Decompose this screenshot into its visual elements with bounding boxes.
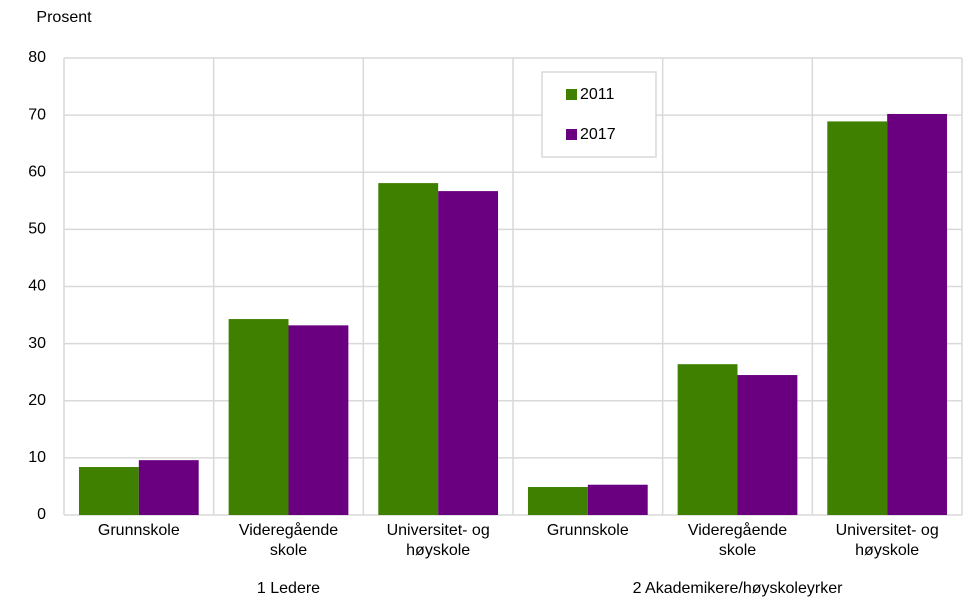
bar [827,121,888,515]
x-tick-label: Universitet- og [387,522,490,539]
y-tick-label: 10 [28,449,46,466]
x-tick-label: høyskole [855,542,919,559]
group-label: 1 Ledere [257,580,320,597]
bar [138,460,199,515]
x-tick-label: Videregående [688,521,787,539]
y-tick-label: 80 [28,49,46,66]
y-tick-label: 40 [28,278,46,295]
bar [438,191,499,515]
bar [887,113,948,516]
y-tick-label: 50 [28,221,46,238]
y-tick-label: 20 [28,392,46,409]
legend-swatch [566,129,577,140]
y-tick-label: 30 [28,335,46,352]
y-tick-label: 70 [28,106,46,123]
bar [737,375,798,515]
bar [78,467,139,515]
bar [378,183,439,515]
y-tick-label: 0 [37,506,46,523]
x-tick-label: skole [719,542,756,559]
legend-box [541,71,657,158]
x-tick-label: Grunnskole [98,522,180,539]
bar [527,487,588,515]
y-axis-label: Prosent [36,9,92,26]
x-tick-label: Universitet- og [836,522,939,539]
group-label: 2 Akademikere/høyskoleyrker [633,580,844,597]
bar [677,364,738,515]
y-tick-label: 60 [28,163,46,180]
bar [587,484,648,515]
bar [288,325,349,515]
x-tick-label: høyskole [406,542,470,559]
legend-label: 2017 [580,126,616,143]
x-tick-label: Grunnskole [547,522,629,539]
legend-label: 2011 [580,86,615,103]
x-tick-label: skole [270,542,307,559]
legend-swatch [566,89,577,100]
x-tick-label: Videregående [239,521,338,539]
bar [228,319,289,515]
